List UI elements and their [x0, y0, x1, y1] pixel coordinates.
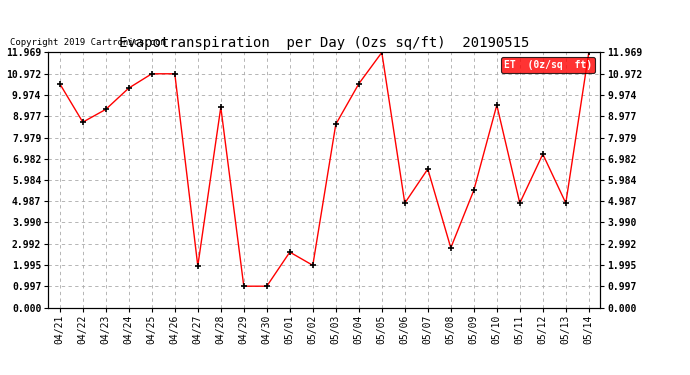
Legend: ET  (0z/sq  ft): ET (0z/sq ft)	[502, 57, 595, 73]
Title: Evapotranspiration  per Day (Ozs sq/ft)  20190515: Evapotranspiration per Day (Ozs sq/ft) 2…	[119, 36, 529, 50]
Text: Copyright 2019 Cartronics.com: Copyright 2019 Cartronics.com	[10, 38, 166, 47]
